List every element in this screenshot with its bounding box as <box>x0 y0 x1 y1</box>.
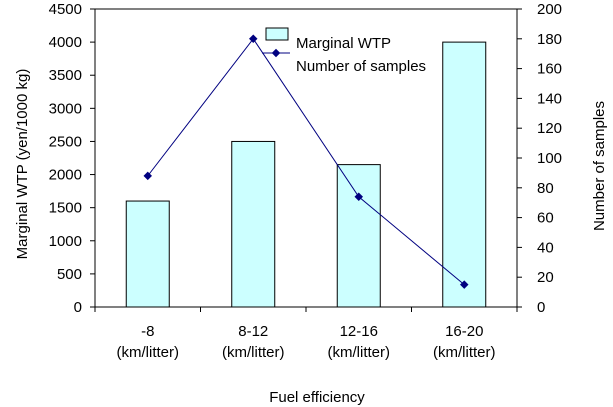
y-left-axis-title: Marginal WTP (yen/1000 kg) <box>14 69 31 260</box>
y-right-tick-label: 160 <box>537 61 562 78</box>
y-right-tick-label: 60 <box>537 210 554 227</box>
y-left-tick-label: 1000 <box>49 233 82 250</box>
legend-bar-swatch <box>265 27 289 41</box>
y-left-tick-label: 3500 <box>49 67 82 84</box>
y-right-axis-title: Number of samples <box>591 101 608 231</box>
y-left-tick-label: 2500 <box>49 133 82 150</box>
samples-line <box>147 37 465 286</box>
y-right-tick-label: 100 <box>537 150 562 167</box>
x-axis: -8 (km/litter) 8-12 (km/litter) 12-16 (km/lit… <box>94 307 518 361</box>
x-tick-label: 8-12 (km/litter) <box>222 323 285 361</box>
samples-point-3 <box>354 192 363 201</box>
y-left-tick-label: 500 <box>57 266 82 283</box>
x-tick-label: 16-20 (km/litter) <box>433 323 496 361</box>
bars <box>125 41 487 308</box>
line-series <box>143 34 469 289</box>
y-left-tick-label: 0 <box>74 299 82 316</box>
y-right-tick-label: 20 <box>537 269 554 286</box>
y-right-tick-label: 0 <box>537 299 545 316</box>
samples-point-2 <box>249 34 258 44</box>
left-axis: 0 500 1000 1500 2000 2500 3000 3500 4000 4500 <box>49 1 95 316</box>
y-right-tick-label: 200 <box>537 1 562 18</box>
y-right-tick-label: 180 <box>537 31 562 48</box>
y-left-tick-label: 2000 <box>49 167 82 184</box>
x-axis-title: Fuel efficiency <box>269 389 365 406</box>
x-tick-label: -8 (km/litter) <box>117 323 180 361</box>
y-left-tick-label: 4000 <box>49 34 82 51</box>
legend-line-marker <box>271 48 281 58</box>
bar-3 <box>336 164 381 308</box>
bar-4 <box>442 41 487 308</box>
y-right-tick-label: 80 <box>537 180 554 197</box>
y-left-tick-label: 1500 <box>49 200 82 217</box>
samples-point-1 <box>143 171 152 181</box>
legend-line-label: Number of samples <box>296 58 426 75</box>
right-axis: 0 20 40 60 80 100 120 140 160 180 200 <box>517 1 562 316</box>
y-left-tick-label: 3000 <box>49 100 82 117</box>
legend: Marginal WTP Number of samples <box>262 27 426 75</box>
y-right-tick-label: 140 <box>537 90 562 107</box>
x-tick-label: 12-16 (km/litter) <box>328 323 391 361</box>
y-right-tick-label: 120 <box>537 120 562 137</box>
samples-point-4 <box>460 280 469 289</box>
bar-1 <box>125 200 170 308</box>
y-left-tick-label: 4500 <box>49 1 82 18</box>
y-right-tick-label: 40 <box>537 239 554 256</box>
legend-bar-label: Marginal WTP <box>296 35 391 52</box>
bar-2 <box>231 140 276 308</box>
